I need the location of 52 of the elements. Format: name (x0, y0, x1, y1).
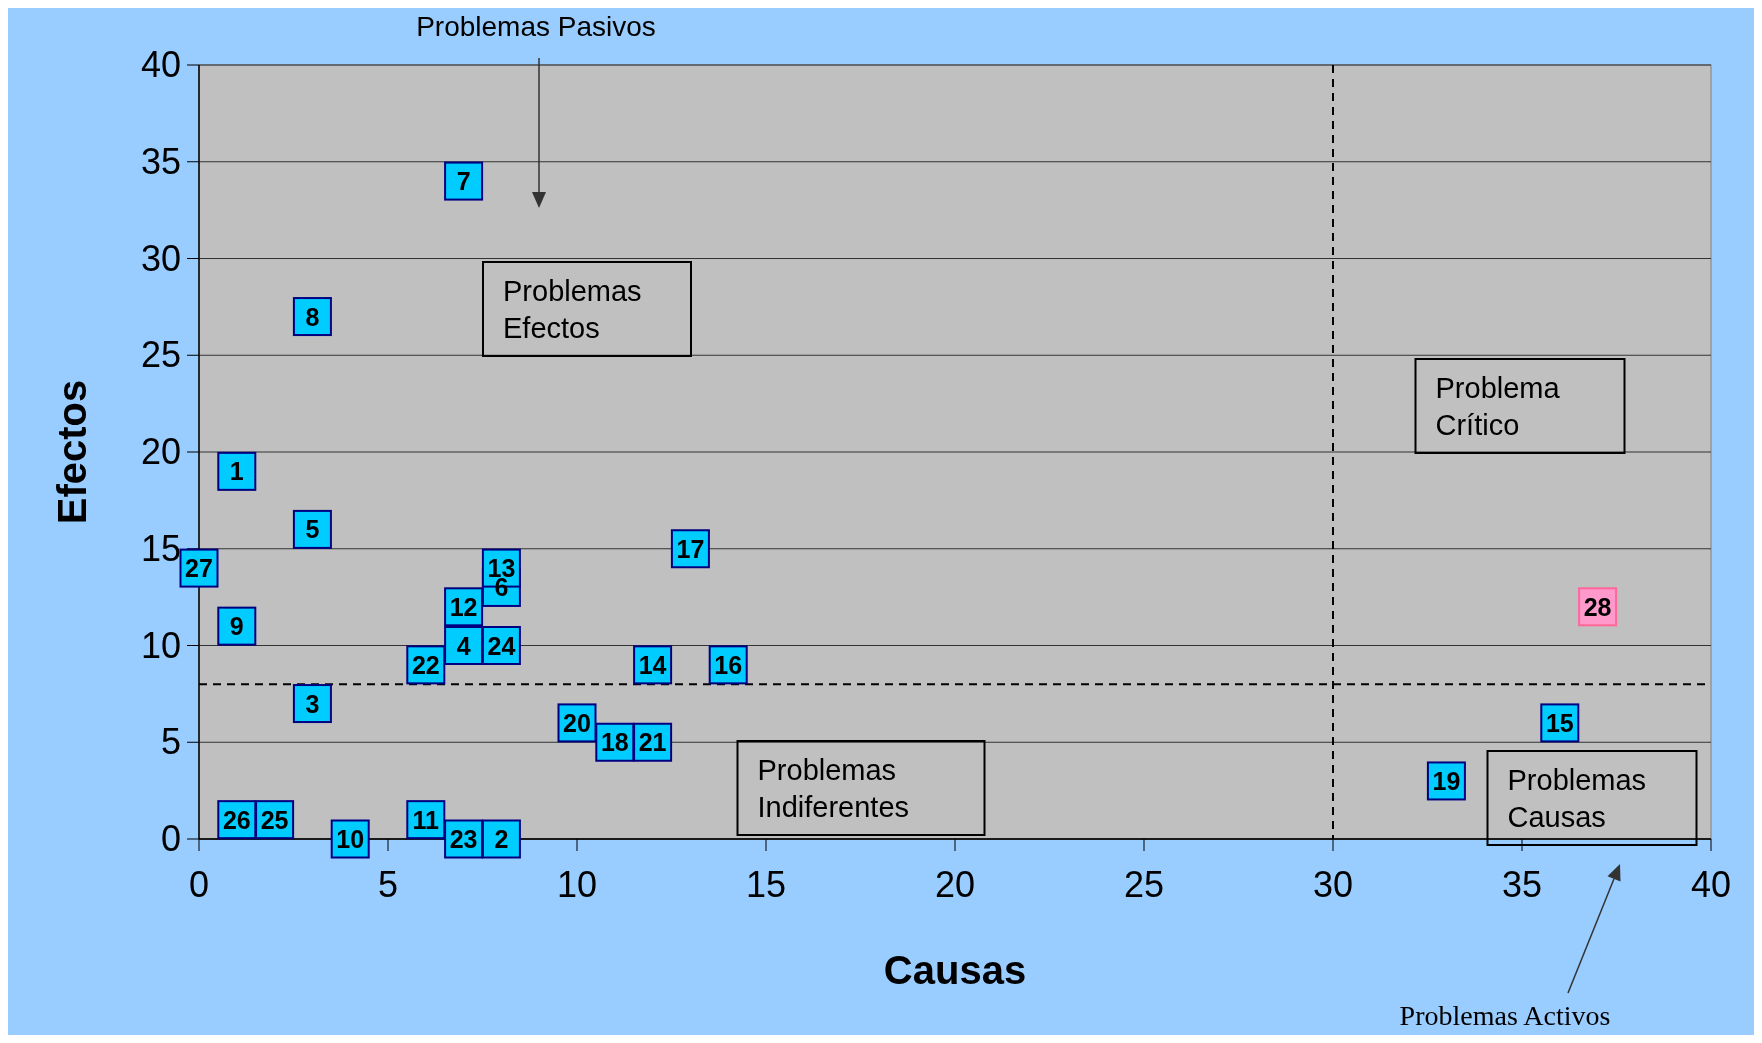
annotation: 16 (714, 650, 743, 679)
y-tick-label: 15 (140, 527, 181, 569)
x-tick-label: 40 (1690, 864, 1732, 905)
annotation: 28 (1583, 592, 1612, 621)
y-tick-label: 0 (160, 818, 181, 859)
x-axis-title: Causas (883, 948, 1027, 992)
x-tick-label: 35 (1501, 864, 1543, 905)
annotation: 14 (638, 650, 667, 679)
annotation: 12 (449, 592, 478, 621)
annotation: 3 (305, 689, 320, 718)
y-tick-label: 20 (140, 431, 181, 472)
annotation: 21 (638, 728, 667, 757)
annotation: Problemas Indiferentes (757, 754, 910, 823)
x-tick-label: 20 (934, 864, 976, 905)
annotation: Problemas Efectos (503, 275, 642, 344)
annotation: 11 (412, 805, 440, 834)
annotation: 22 (411, 650, 440, 679)
y-tick-label: 35 (140, 140, 181, 182)
annotation: 10 (336, 825, 365, 853)
y-tick-label: 25 (140, 334, 181, 376)
annotation: 23 (449, 825, 478, 853)
annotation: 18 (600, 728, 629, 757)
annotation: 5 (305, 515, 320, 544)
annotation: 8 (305, 302, 320, 331)
x-tick-label: 25 (1123, 864, 1165, 905)
y-axis-title: Efectos (50, 379, 94, 525)
annotation: Problema Crítico (1435, 372, 1561, 441)
annotation: 1 (229, 457, 244, 486)
x-tick-label: 5 (377, 864, 399, 905)
text: Problemas Pasivos (416, 11, 656, 42)
annotation: 25 (260, 805, 289, 834)
text: Problemas Activos (1399, 1000, 1611, 1031)
x-tick-label: 10 (556, 864, 598, 905)
annotation: 15 (1545, 708, 1574, 737)
y-tick-label: 5 (160, 721, 181, 763)
x-tick-label: 15 (745, 864, 787, 905)
annotation: 20 (563, 708, 591, 737)
annotation: 2 (494, 825, 509, 853)
y-tick-label: 10 (140, 624, 181, 666)
annotation: 17 (676, 534, 705, 563)
annotation: 4 (456, 631, 471, 660)
y-tick-label: 30 (140, 237, 181, 279)
annotation: 24 (487, 631, 516, 660)
annotation: 26 (222, 805, 251, 834)
annotation: 27 (185, 554, 213, 583)
x-tick-label: 30 (1312, 864, 1354, 905)
y-tick-label: 40 (140, 44, 181, 85)
annotation: 7 (456, 167, 471, 196)
annotation: Problemas Causas (1507, 764, 1647, 833)
annotation: 19 (1432, 766, 1461, 795)
annotation: 9 (229, 612, 244, 641)
x-tick-label: 0 (188, 864, 210, 905)
